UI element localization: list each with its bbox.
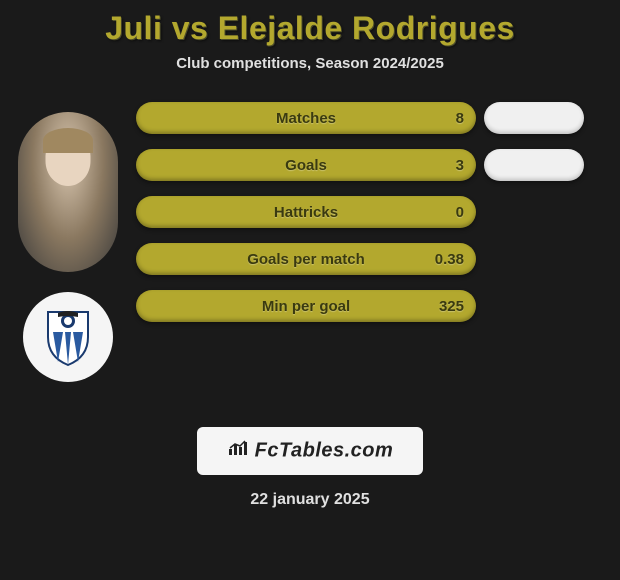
stat-row: Hattricks 0	[136, 196, 604, 228]
main-container: Juli vs Elejalde Rodrigues Club competit…	[0, 0, 620, 519]
stat-value: 325	[439, 298, 464, 315]
footer: FcTables.com 22 january 2025	[0, 427, 620, 509]
stat-value: 0.38	[435, 251, 464, 268]
stat-bar-hattricks: Hattricks 0	[136, 196, 476, 228]
stat-row: Matches 8	[136, 102, 604, 134]
player1-avatar	[18, 112, 118, 272]
subtitle: Club competitions, Season 2024/2025	[0, 55, 620, 72]
avatars-column	[8, 102, 128, 382]
fctables-logo: FcTables.com	[197, 427, 424, 475]
stat-value: 8	[456, 110, 464, 127]
stat-bar-matches: Matches 8	[136, 102, 476, 134]
stat-pill-goals	[484, 149, 584, 181]
club-badge-icon	[43, 307, 93, 367]
stat-pill-matches	[484, 102, 584, 134]
date-label: 22 january 2025	[0, 491, 620, 509]
stat-pill-spacer	[484, 290, 584, 322]
stat-bar-min-per-goal: Min per goal 325	[136, 290, 476, 322]
stat-label: Hattricks	[274, 204, 338, 221]
stat-row: Min per goal 325	[136, 290, 604, 322]
stat-pill-spacer	[484, 243, 584, 275]
player2-club-avatar	[23, 292, 113, 382]
chart-icon	[227, 439, 249, 463]
stat-label: Matches	[276, 110, 336, 127]
stat-bar-goals-per-match: Goals per match 0.38	[136, 243, 476, 275]
stat-label: Goals per match	[247, 251, 365, 268]
stats-bars-column: Matches 8 Goals 3 Hattricks 0	[128, 102, 612, 322]
stat-value: 0	[456, 204, 464, 221]
stat-pill-spacer	[484, 196, 584, 228]
stat-label: Min per goal	[262, 298, 350, 315]
logo-text: FcTables.com	[255, 439, 394, 461]
stat-bar-goals: Goals 3	[136, 149, 476, 181]
stat-value: 3	[456, 157, 464, 174]
stat-label: Goals	[285, 157, 327, 174]
page-title: Juli vs Elejalde Rodrigues	[0, 10, 620, 47]
content-row: Matches 8 Goals 3 Hattricks 0	[0, 102, 620, 382]
stat-row: Goals per match 0.38	[136, 243, 604, 275]
stat-row: Goals 3	[136, 149, 604, 181]
